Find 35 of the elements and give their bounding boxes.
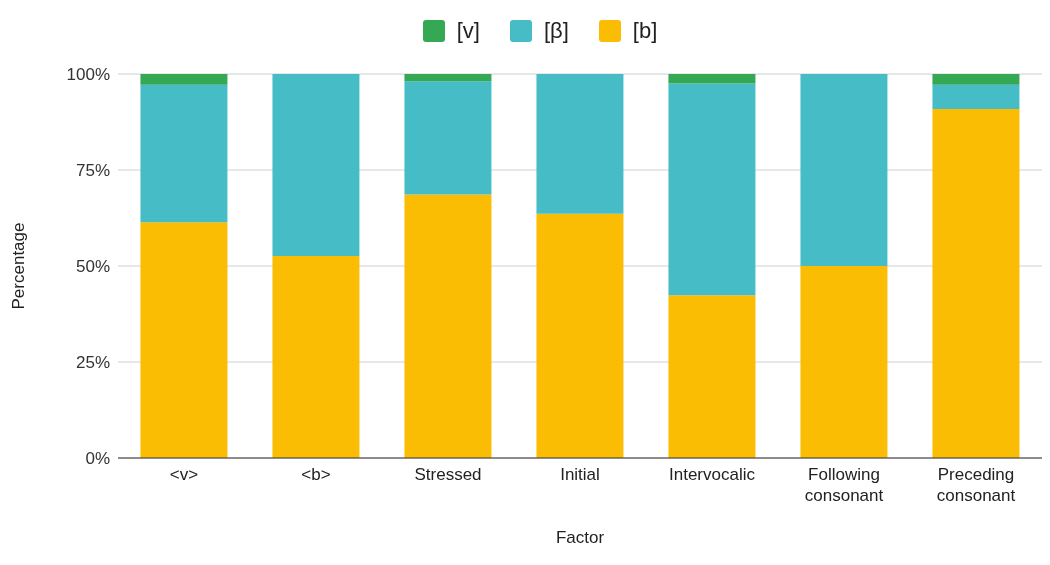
- bar: [932, 108, 1020, 458]
- x-tick-label: Intervocalic: [669, 465, 756, 484]
- y-tick-label: 75%: [75, 161, 110, 181]
- y-tick-label: 50%: [75, 257, 110, 277]
- bar: [668, 295, 756, 458]
- y-tick-label: 0%: [85, 449, 110, 469]
- y-tick-label: 25%: [75, 353, 110, 373]
- bar: [140, 74, 228, 85]
- x-tick-label: Initial: [560, 465, 600, 484]
- bar: [932, 84, 1020, 109]
- x-tick-label: Stressed: [414, 465, 482, 484]
- bar: [140, 222, 228, 458]
- x-axis-title: Factor: [554, 528, 606, 548]
- bar: [932, 74, 1020, 85]
- bar: [140, 84, 228, 223]
- bar: [800, 266, 888, 458]
- bar: [668, 74, 756, 84]
- bar: [272, 74, 360, 257]
- bar: [404, 74, 492, 82]
- bar: [536, 74, 624, 214]
- bar: [536, 213, 624, 458]
- bar: [272, 256, 360, 458]
- y-tick-label: 100%: [66, 65, 110, 85]
- legend-label: [b]: [632, 18, 658, 44]
- x-tick-label: <v>: [169, 465, 199, 484]
- legend-label: [v]: [456, 18, 480, 44]
- bar: [668, 83, 756, 296]
- bar: [404, 194, 492, 458]
- y-axis-title: Percentage: [9, 222, 29, 310]
- bar: [800, 74, 888, 266]
- x-tick-label: <b>: [301, 465, 331, 484]
- bar: [404, 81, 492, 195]
- x-tick-label: Following consonant: [804, 465, 884, 505]
- x-tick-label: Preceding consonant: [936, 465, 1016, 505]
- legend-label: [β]: [543, 18, 569, 44]
